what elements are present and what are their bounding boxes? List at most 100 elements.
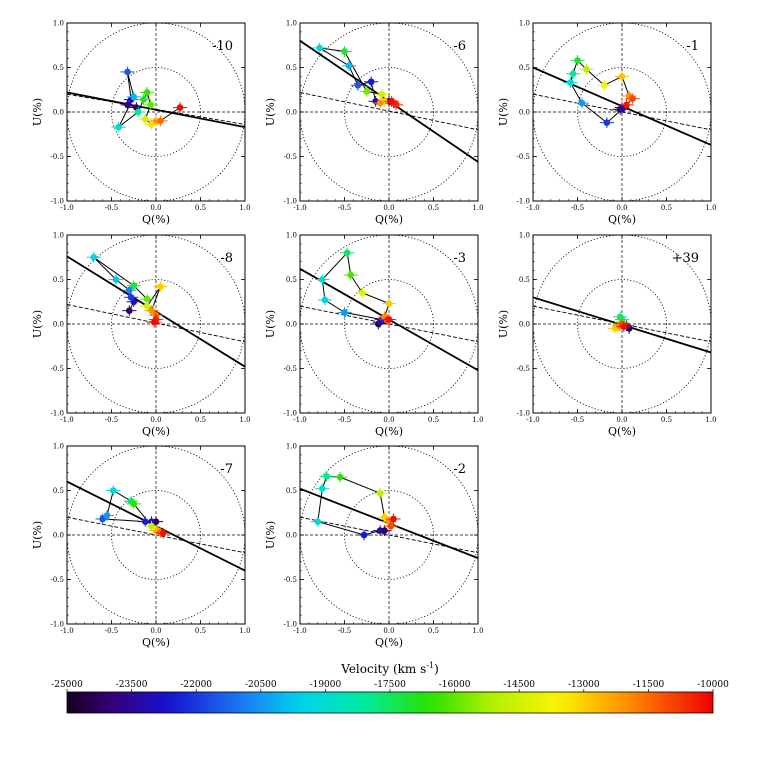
data-point — [385, 300, 393, 307]
y-tick-label: 0.0 — [53, 109, 64, 117]
reference-circle — [344, 490, 434, 580]
x-axis-label: Q(%) — [142, 636, 170, 649]
data-point — [115, 123, 122, 131]
x-tick-label: 1.0 — [472, 627, 483, 635]
data-point — [314, 518, 322, 525]
y-tick-label: 0.0 — [286, 532, 297, 540]
colorbar-tick-label: -10000 — [697, 680, 729, 690]
y-tick-label: -1.0 — [284, 621, 298, 629]
qu-panel: -1.0 -0.5 0.0 0.5 1.0 1.0 0.5 0.0 -0.5 -1.0 Q(%) U(… — [264, 20, 484, 227]
y-tick-label: 0.5 — [519, 276, 530, 284]
data-point — [134, 108, 142, 116]
y-tick-label: 1.0 — [519, 20, 530, 28]
qu-panel: -1.0 -0.5 0.0 0.5 1.0 1.0 0.5 0.0 -0.5 -1.0 Q(%) U(… — [497, 232, 717, 439]
x-tick-label: -0.5 — [338, 627, 352, 635]
reference-circle — [111, 67, 201, 157]
qu-panel: -1.0 -0.5 0.0 0.5 1.0 1.0 0.5 0.0 -0.5 -1.0 Q(%) U(… — [31, 443, 251, 650]
x-tick-label: -1.0 — [293, 204, 307, 212]
reference-circle — [111, 490, 201, 580]
y-tick-label: 0.0 — [519, 109, 530, 117]
colorbar-tick-label: -17500 — [374, 680, 406, 690]
data-point — [378, 90, 386, 98]
x-axis-label: Q(%) — [375, 425, 403, 438]
y-tick-label: -0.5 — [51, 153, 65, 161]
colorbar-tick-label: -14500 — [503, 680, 535, 690]
data-point — [140, 96, 147, 103]
y-axis-label: U(%) — [31, 521, 44, 549]
y-tick-label: 0.5 — [53, 487, 64, 495]
x-tick-label: 0.0 — [383, 627, 394, 635]
data-point — [130, 282, 138, 290]
data-point — [148, 307, 155, 314]
qu-panel: -1.0 -0.5 0.0 0.5 1.0 1.0 0.5 0.0 -0.5 -1.0 Q(%) U(… — [31, 232, 251, 439]
x-tick-label: 0.5 — [661, 416, 672, 424]
x-tick-label: 0.5 — [195, 627, 206, 635]
x-tick-label: 0.0 — [383, 204, 394, 212]
y-tick-label: -1.0 — [284, 410, 298, 418]
x-tick-label: -0.5 — [338, 204, 352, 212]
data-point — [600, 82, 608, 89]
data-point — [336, 473, 344, 481]
data-point — [130, 500, 138, 508]
data-point — [318, 485, 326, 493]
epoch-label: -2 — [453, 462, 466, 477]
y-tick-label: 0.5 — [519, 64, 530, 72]
data-point — [103, 512, 111, 519]
data-point — [157, 283, 164, 290]
data-point — [159, 529, 167, 537]
data-point — [176, 104, 184, 111]
x-tick-label: 0.0 — [150, 204, 161, 212]
data-point — [99, 515, 106, 523]
x-tick-label: 1.0 — [705, 416, 716, 424]
x-tick-label: 0.5 — [428, 627, 439, 635]
panel-plot-area — [300, 235, 478, 413]
data-point — [347, 271, 355, 279]
y-tick-label: 0.5 — [286, 487, 297, 495]
velocity-track — [317, 475, 394, 536]
data-point — [376, 489, 384, 497]
x-tick-label: -0.5 — [571, 204, 585, 212]
x-tick-label: 0.5 — [661, 204, 672, 212]
x-tick-label: -1.0 — [60, 627, 74, 635]
colorbar-tick-label: -22000 — [180, 680, 212, 690]
y-tick-label: -0.5 — [284, 153, 298, 161]
data-point — [354, 82, 362, 89]
y-tick-label: 0.5 — [53, 276, 64, 284]
data-point — [574, 57, 581, 64]
x-axis-label: Q(%) — [142, 425, 170, 438]
y-tick-label: -0.5 — [51, 365, 65, 373]
y-tick-label: -1.0 — [51, 621, 65, 629]
x-axis-label: Q(%) — [375, 636, 403, 649]
x-tick-label: -1.0 — [526, 416, 540, 424]
x-axis-label: Q(%) — [608, 213, 636, 226]
y-tick-label: 1.0 — [53, 232, 64, 240]
qu-panel: -1.0 -0.5 0.0 0.5 1.0 1.0 0.5 0.0 -0.5 -1.0 Q(%) U(… — [264, 232, 484, 439]
data-point — [367, 78, 375, 86]
data-point — [124, 68, 131, 76]
y-tick-label: -0.5 — [51, 576, 65, 584]
data-point — [360, 531, 368, 539]
data-point — [376, 99, 384, 107]
data-point — [130, 93, 138, 101]
y-tick-label: 1.0 — [53, 443, 64, 451]
y-axis-label: U(%) — [497, 98, 510, 126]
data-point — [126, 307, 133, 314]
x-tick-label: -0.5 — [105, 204, 119, 212]
epoch-label: +39 — [672, 251, 699, 266]
x-axis-label: Q(%) — [608, 425, 636, 438]
colorbar-title: Velocity (km s-1) — [340, 661, 439, 676]
panel-plot-area — [67, 235, 245, 413]
x-tick-label: -0.5 — [338, 416, 352, 424]
y-tick-label: -0.5 — [284, 365, 298, 373]
reference-circle — [577, 279, 667, 369]
x-tick-label: 1.0 — [472, 204, 483, 212]
y-tick-label: -1.0 — [517, 198, 531, 206]
x-tick-label: 1.0 — [472, 416, 483, 424]
x-tick-label: -1.0 — [60, 416, 74, 424]
data-point — [148, 121, 155, 128]
epoch-label: -8 — [220, 251, 233, 266]
x-tick-label: 1.0 — [239, 204, 250, 212]
y-tick-label: -0.5 — [517, 153, 531, 161]
data-point — [343, 249, 351, 257]
